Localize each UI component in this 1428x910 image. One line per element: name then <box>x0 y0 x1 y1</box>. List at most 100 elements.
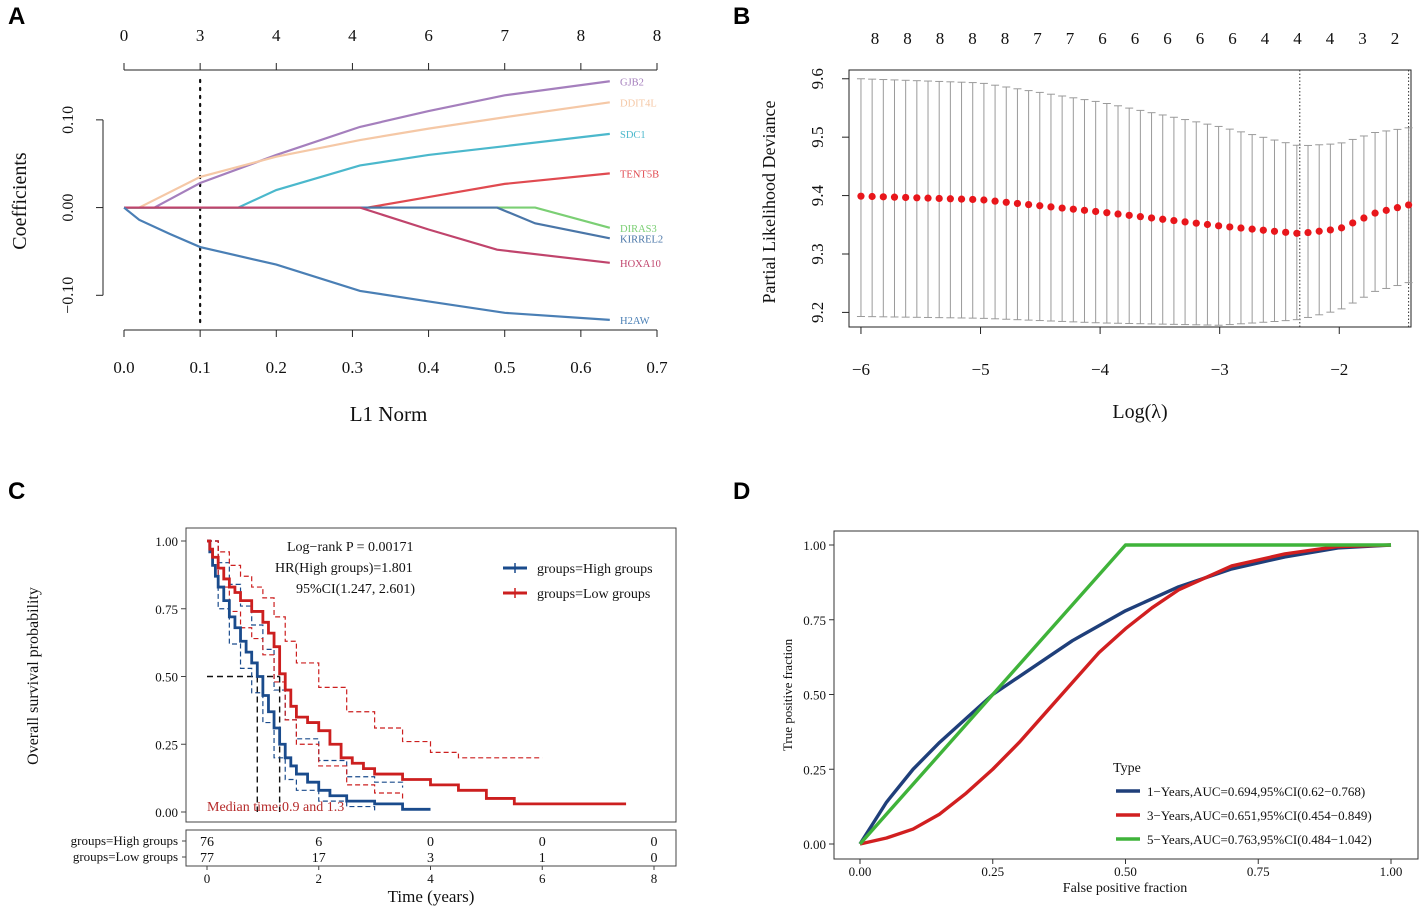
coef-line-sdc1 <box>124 132 610 209</box>
deviance-point <box>1203 220 1212 229</box>
y-tick-label: 0.00 <box>60 194 77 222</box>
y-tick-label: 0.75 <box>803 613 826 628</box>
deviance-point <box>1315 227 1323 235</box>
y-tick-label: 0.75 <box>155 602 178 617</box>
risk-cell: 77 <box>200 851 214 866</box>
panel-letter-b: B <box>733 3 750 30</box>
y-tick-label: −0.10 <box>60 277 77 314</box>
x-tick-label: 0.0 <box>113 358 134 377</box>
median-guides <box>207 675 281 812</box>
deviance-point <box>1405 201 1413 209</box>
top-tick-label: 0 <box>120 26 129 45</box>
y-axis-label: Partial Likelihood Deviance <box>759 101 779 304</box>
risk-cell: 17 <box>312 851 326 866</box>
x-tick-label: 0.25 <box>981 864 1004 879</box>
top-count-label: 4 <box>1261 29 1270 48</box>
x-tick-label: 0.2 <box>266 358 287 377</box>
x-axis-label: L1 Norm <box>350 402 428 426</box>
top-count-label: 8 <box>968 29 977 48</box>
top-count-label: 8 <box>936 29 945 48</box>
deviance-point <box>1013 199 1022 208</box>
x-tick-label: 8 <box>651 871 658 886</box>
x-tick-label: 4 <box>427 871 434 886</box>
deviance-point <box>1002 198 1010 206</box>
median-text: Median time:0.9 and 1.3 <box>207 800 344 815</box>
risk-row-label: groups=High groups <box>71 833 178 848</box>
x-tick-label: −3 <box>1211 360 1229 379</box>
risk-cell: 3 <box>427 851 434 866</box>
legend-label: 5−Years,AUC=0.763,95%CI(0.484−1.042) <box>1147 832 1372 847</box>
series-label-tent5b: TENT5B <box>620 169 659 180</box>
x-axis-label: Time (years) <box>388 887 475 906</box>
top-count-label: 7 <box>1066 29 1075 48</box>
x-tick-label: 2 <box>316 871 323 886</box>
y-tick-label: 1.00 <box>155 534 178 549</box>
y-tick-label: 0.50 <box>803 688 826 703</box>
risk-cell: 1 <box>539 851 546 866</box>
deviance-point <box>868 192 876 201</box>
top-tick-label: 4 <box>272 26 281 45</box>
deviance-point <box>1259 226 1267 234</box>
coef-line-ddit4l <box>124 101 610 209</box>
y-tick-label: 9.4 <box>808 184 827 206</box>
x-tick-label: 1.00 <box>1380 864 1403 879</box>
risk-cell: 76 <box>200 835 214 850</box>
risk-row-label: groups=Low groups <box>73 849 178 864</box>
deviance-point <box>1326 226 1334 234</box>
top-count-label: 6 <box>1196 29 1205 48</box>
y-tick-label: 0.00 <box>155 805 178 820</box>
top-count-label: 4 <box>1293 29 1302 48</box>
top-count-label: 3 <box>1358 29 1367 48</box>
deviance-point <box>1226 223 1234 231</box>
deviance-point <box>957 195 966 203</box>
deviance-point <box>890 193 899 201</box>
legend-label: groups=High groups <box>537 562 653 577</box>
deviance-point <box>946 195 954 203</box>
y-tick-label: 0.00 <box>803 837 826 852</box>
deviance-point <box>1270 227 1279 235</box>
top-tick-label: 8 <box>653 26 662 45</box>
top-count-label: 2 <box>1391 29 1400 48</box>
risk-cell: 0 <box>427 835 434 850</box>
deviance-point <box>1125 211 1133 219</box>
y-tick-label: 0.25 <box>803 762 826 777</box>
panel-letter-a: A <box>8 3 25 30</box>
series-label-sdc1: SDC1 <box>620 130 646 141</box>
series-label-hoxa10: HOXA10 <box>620 259 661 270</box>
deviance-point <box>1047 203 1055 211</box>
series-label-gjb2: GJB2 <box>620 77 644 88</box>
legend-label: 1−Years,AUC=0.694,95%CI(0.62−0.768) <box>1147 784 1365 799</box>
x-tick-label: −6 <box>852 360 870 379</box>
deviance-point <box>913 194 921 202</box>
legend-label: 3−Years,AUC=0.651,95%CI(0.454−0.849) <box>1147 808 1372 823</box>
deviance-point <box>902 193 910 202</box>
deviance-point <box>1114 210 1122 218</box>
y-tick-label: 0.50 <box>155 670 178 685</box>
roc-curve-1 <box>858 543 1392 845</box>
y-tick-label: 9.5 <box>808 127 827 148</box>
chart-b-cv-deviance: 9.2 9.3 9.4 9.5 9.6 Partial Likelihood Devian… <box>759 29 1413 423</box>
x-tick-label: 0.7 <box>646 358 668 377</box>
deviance-point <box>1159 215 1167 223</box>
y-tick-label: 0.10 <box>60 106 77 134</box>
top-count-label: 8 <box>1001 29 1010 48</box>
y-tick-label: 1.00 <box>803 538 826 553</box>
hr-text: HR(High groups)=1.801 <box>275 561 413 576</box>
x-tick-label: 0.6 <box>570 358 591 377</box>
deviance-point <box>1181 218 1189 226</box>
deviance-point <box>1147 214 1156 222</box>
legend-label: groups=Low groups <box>537 587 650 602</box>
chart-d-roc: 0.00 0.25 0.50 0.75 1.00 True positive fracti… <box>780 530 1419 896</box>
risk-cell: 0 <box>539 835 546 850</box>
ci-line <box>207 540 404 799</box>
coef-line-hoxa10 <box>124 206 610 264</box>
x-tick-label: 0.4 <box>418 358 440 377</box>
risk-cell: 0 <box>651 851 658 866</box>
deviance-point <box>1248 225 1256 233</box>
coef-line-gjb2 <box>124 80 610 209</box>
y-axis-label: Overall survival probability <box>25 587 42 765</box>
top-tick-label: 4 <box>348 26 357 45</box>
deviance-point <box>1036 202 1044 210</box>
deviance-point <box>1304 228 1312 237</box>
